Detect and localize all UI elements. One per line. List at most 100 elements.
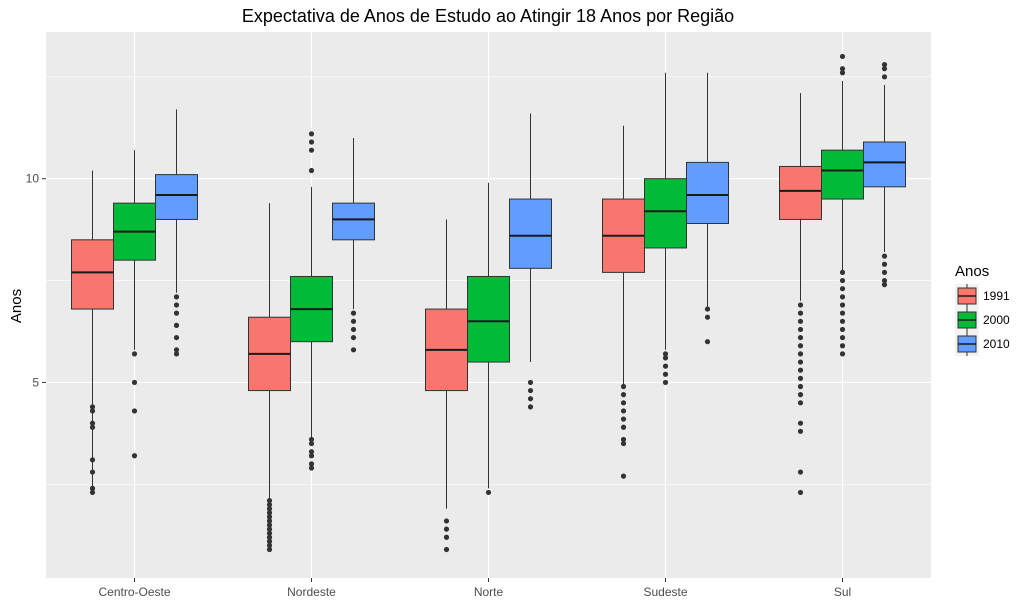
outlier-point [89,485,96,491]
outlier-point [881,261,888,267]
box-iqr [71,239,114,310]
outlier-point [443,534,450,540]
outlier-point [620,400,627,406]
outlier-point [266,530,273,536]
outlier-point [266,510,273,516]
outlier-point [443,518,450,524]
outlier-point [797,392,804,398]
outlier-point [881,277,888,284]
outlier-point [89,469,96,475]
box-iqr [863,141,906,188]
outlier-point [266,526,273,532]
box-norte-2000 [467,182,510,496]
outlier-point [131,379,138,386]
x-tick-label: Norte [474,585,504,599]
outlier-point [704,339,711,345]
outlier-point [797,367,804,373]
legend-label: 2000 [983,313,1010,327]
box-iqr [509,198,552,269]
outlier-point [266,538,273,544]
outlier-point [839,66,846,72]
outlier-point [620,383,627,390]
outlier-point [173,310,180,316]
box-sul-2000 [821,53,864,357]
outlier-point [527,379,534,386]
outlier-point [839,286,846,292]
outlier-point [797,383,804,390]
outlier-point [662,351,669,357]
outlier-point [173,302,180,308]
outlier-point [266,542,273,549]
outlier-point [839,318,846,324]
outlier-point [662,355,669,361]
box-iqr [467,275,510,363]
outlier-point [839,53,846,60]
box-nordeste-2010 [332,137,375,353]
axes: 5 10 Centro-Oeste Nordeste Norte Sudeste Sul [26,172,852,599]
outlier-point [881,253,888,259]
outlier-point [527,404,534,410]
box-centro-oeste-2000 [113,150,156,459]
box-sudeste-1991 [602,125,645,479]
box-nordeste-1991 [248,203,291,553]
outlier-point [173,322,180,328]
outlier-point [797,469,804,475]
chart-title: Expectativa de Anos de Estudo ao Atingir… [242,6,734,26]
outlier-point [350,318,357,324]
box-iqr [779,165,822,220]
outlier-point [839,269,846,276]
box-centro-oeste-2010 [155,109,198,357]
outlier-point [266,502,273,508]
outlier-point [620,424,627,430]
outlier-point [527,387,534,394]
outlier-point [620,392,627,398]
y-axis-label: Anos [8,289,25,323]
box-sul-2010 [863,61,906,288]
outlier-point [173,334,180,341]
outlier-point [797,302,804,308]
outlier-point [173,347,180,353]
x-tick-label: Sudeste [643,585,687,599]
outlier-point [308,436,315,443]
outlier-point [797,375,804,381]
outlier-point [131,408,138,414]
outlier-point [266,546,273,553]
outlier-point [266,497,273,504]
outlier-point [89,404,96,410]
outlier-point [89,457,96,463]
outlier-point [266,522,273,528]
outlier-point [797,359,804,365]
outlier-point [89,424,96,430]
outlier-point [797,400,804,406]
legend-item-1991: 1991 [955,284,1010,308]
outlier-point [839,334,846,341]
outlier-point [704,314,711,320]
legend-item-2010: 2010 [955,332,1010,356]
outlier-point [620,408,627,414]
outlier-point [350,326,357,333]
outlier-point [839,70,846,76]
outlier-point [839,294,846,300]
legend-item-2000: 2000 [955,308,1010,332]
outlier-point [527,396,534,402]
outlier-point [839,326,846,333]
outlier-point [173,351,180,357]
outlier-point [620,440,627,447]
outlier-point [797,318,804,324]
outlier-point [797,351,804,357]
outlier-point [797,420,804,426]
box-centro-oeste-1991 [71,170,114,496]
outlier-point [89,408,96,414]
outlier-point [797,489,804,496]
outlier-point [704,306,711,312]
outlier-point [797,334,804,341]
outlier-point [350,334,357,341]
outlier-point [839,310,846,316]
x-tick-label: Nordeste [287,585,336,599]
box-series [71,53,906,553]
outlier-point [839,277,846,284]
outlier-point [131,351,138,357]
outlier-point [839,343,846,349]
outlier-point [620,436,627,443]
outlier-point [350,347,357,353]
